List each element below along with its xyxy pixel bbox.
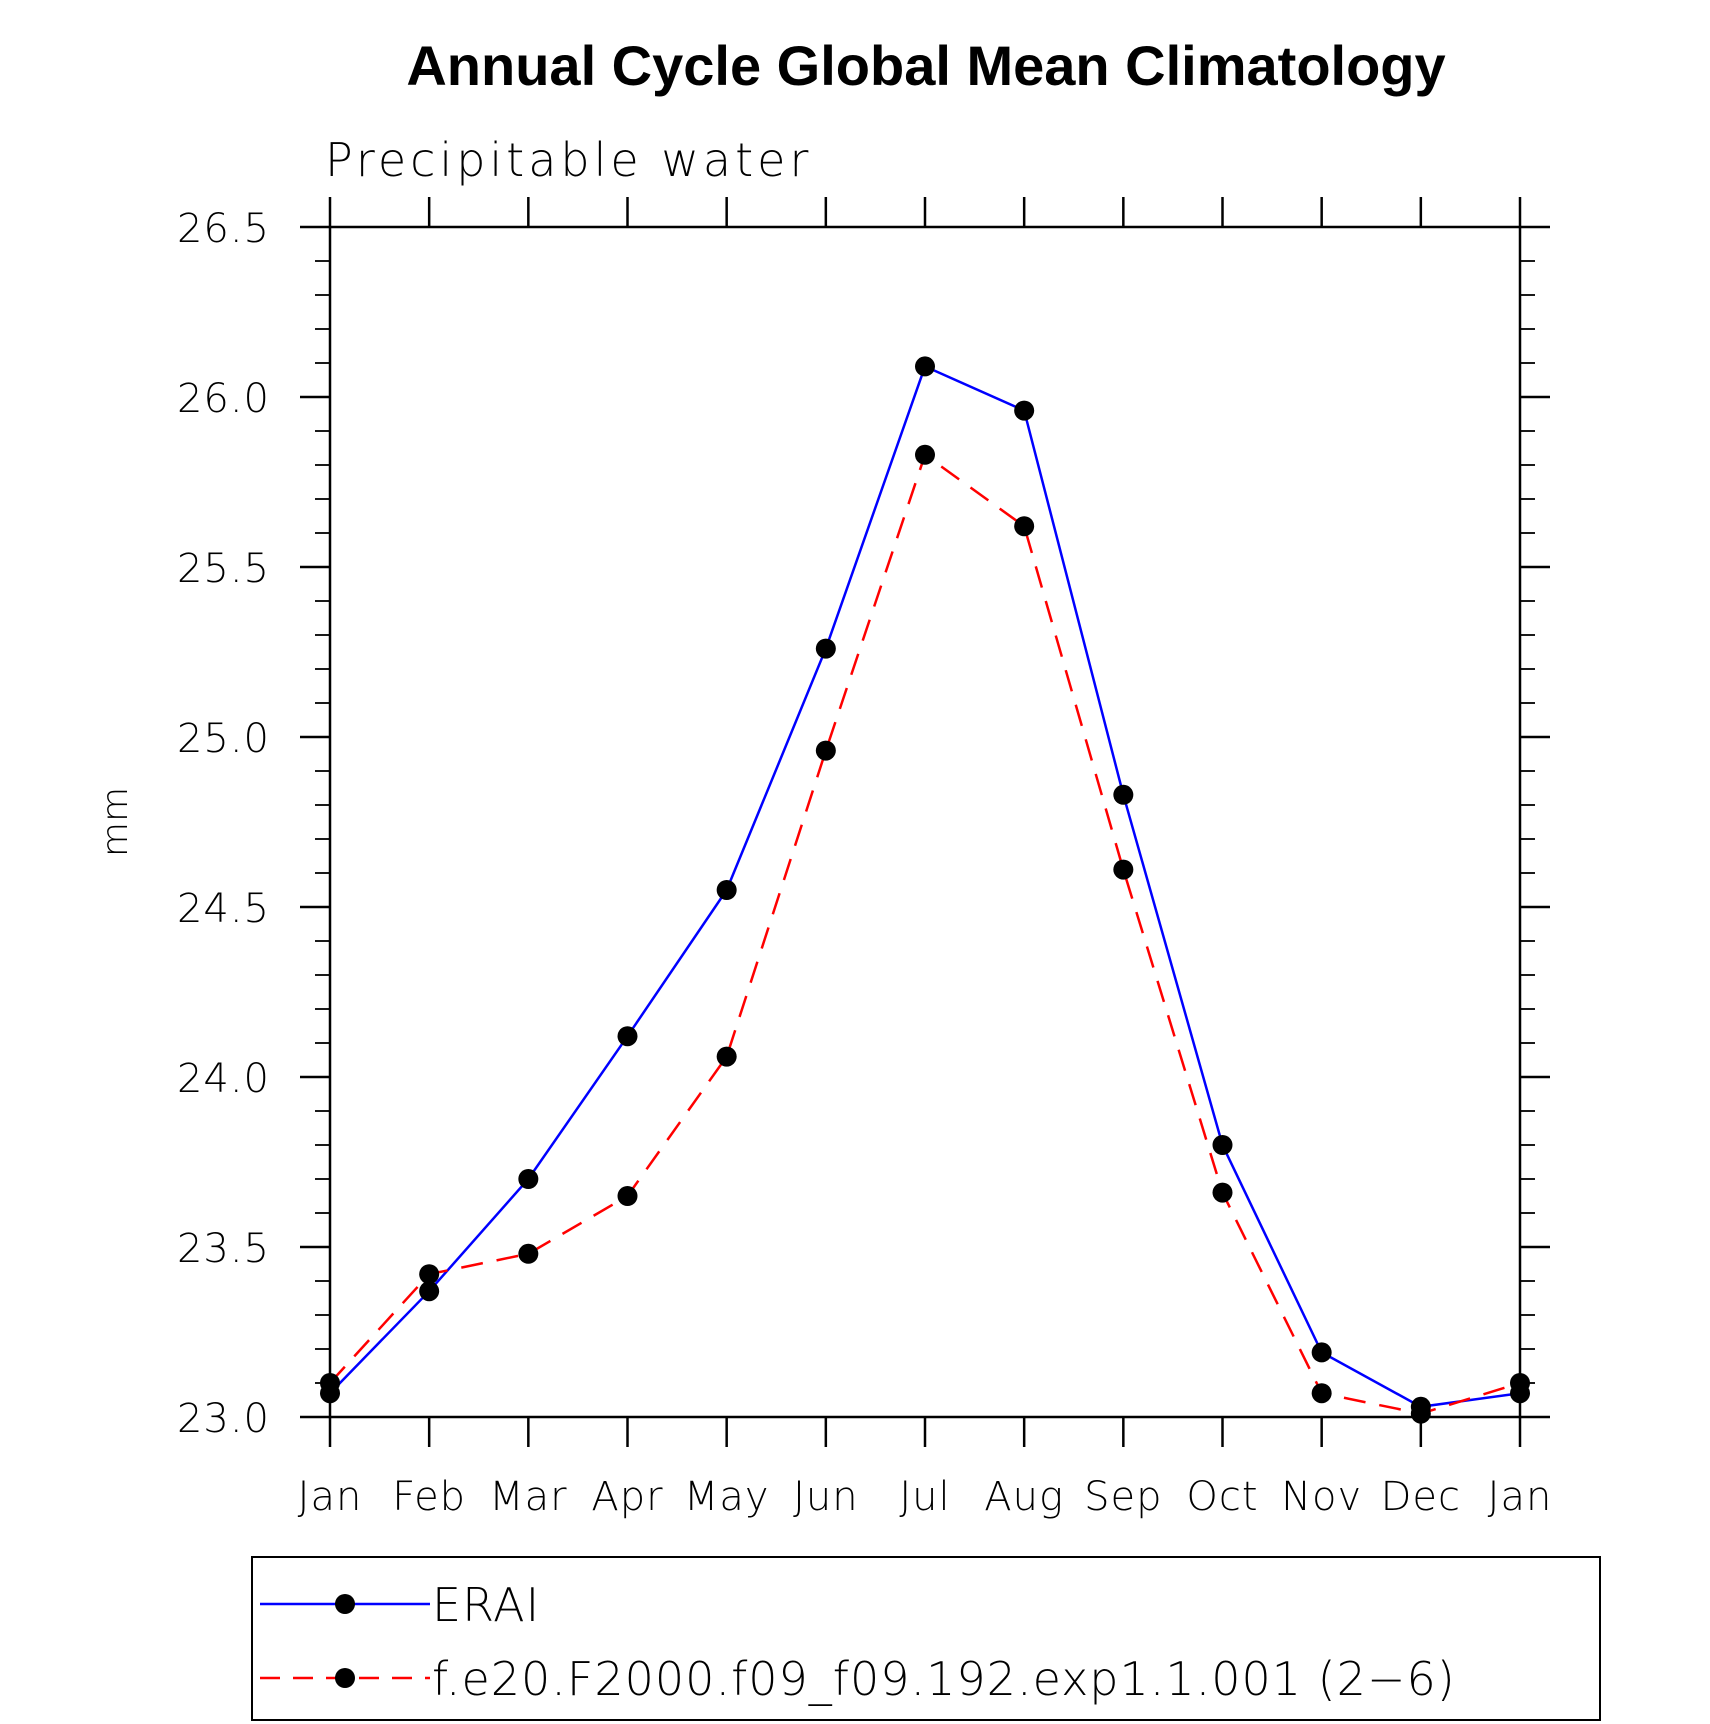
- chart-subtitle: Precipitable water: [325, 133, 812, 187]
- data-point-0: [1113, 784, 1134, 805]
- data-point-0: [518, 1169, 539, 1189]
- y-tick-label: 25.5: [177, 546, 270, 592]
- data-point-1: [1014, 516, 1035, 537]
- x-tick-label: Jan: [1488, 1474, 1553, 1520]
- data-point-0: [1311, 1342, 1332, 1363]
- x-tick-label: Aug: [984, 1474, 1064, 1520]
- data-point-0: [915, 356, 935, 377]
- data-point-0: [1212, 1135, 1233, 1155]
- x-tick-label: Jan: [298, 1474, 363, 1520]
- legend-label-0: ERAI: [432, 1578, 540, 1632]
- y-tick-label: 26.0: [177, 376, 270, 422]
- data-point-0: [1014, 400, 1035, 421]
- legend-label-1: f.e20.F2000.f09_f09.192.exp1.1.001 (2−6): [432, 1652, 1456, 1706]
- data-series: [320, 356, 1530, 1424]
- data-point-1: [1212, 1182, 1233, 1203]
- data-point-1: [617, 1186, 638, 1206]
- x-tick-label: Jul: [899, 1474, 950, 1520]
- series-line-1: [329, 452, 1521, 1415]
- y-tick-label: 23.0: [177, 1396, 270, 1442]
- y-tick-label: 24.0: [177, 1056, 270, 1102]
- legend: ERAI f.e20.F2000.f09_f09.192.exp1.1.001 (…: [251, 1556, 1601, 1721]
- legend-marker-0: [335, 1594, 355, 1614]
- y-tick-label: 25.0: [177, 716, 270, 762]
- data-point-1: [1410, 1403, 1431, 1424]
- x-tick-label: Mar: [489, 1474, 567, 1520]
- x-tick-label: Nov: [1281, 1474, 1362, 1520]
- chart-title: Annual Cycle Global Mean Climatology: [406, 34, 1445, 97]
- data-point-1: [518, 1243, 539, 1264]
- x-tick-label: Oct: [1186, 1474, 1258, 1520]
- x-tick-label: Sep: [1084, 1474, 1162, 1520]
- data-point-1: [1113, 859, 1134, 880]
- y-tick-label: 24.5: [177, 886, 270, 932]
- data-point-1: [815, 740, 836, 761]
- data-point-0: [617, 1026, 638, 1047]
- data-point-1: [915, 444, 935, 465]
- data-point-1: [1311, 1383, 1332, 1404]
- data-point-0: [815, 638, 836, 659]
- y-tick-label: 23.5: [177, 1226, 270, 1272]
- data-point-0: [716, 880, 737, 900]
- x-tick-label: Jun: [793, 1474, 859, 1520]
- axis-ticks: Jan Feb Mar Apr May Jun Jul Aug Sep Oct Nov Dec Jan 2…: [177, 197, 1553, 1520]
- data-point-1: [716, 1046, 737, 1067]
- y-axis-label: mm: [95, 787, 136, 857]
- legend-box: [251, 1556, 1601, 1721]
- x-tick-label: Feb: [392, 1474, 466, 1520]
- legend-marker-1: [335, 1668, 355, 1688]
- y-tick-label: 26.5: [177, 206, 270, 252]
- data-point-1: [419, 1264, 440, 1285]
- x-tick-label: Apr: [591, 1474, 663, 1520]
- x-tick-label: Dec: [1381, 1474, 1461, 1520]
- x-tick-label: May: [684, 1474, 770, 1520]
- series-line-0: [329, 364, 1521, 1409]
- plot-frame: [328, 225, 1522, 1419]
- data-point-0: [419, 1281, 440, 1302]
